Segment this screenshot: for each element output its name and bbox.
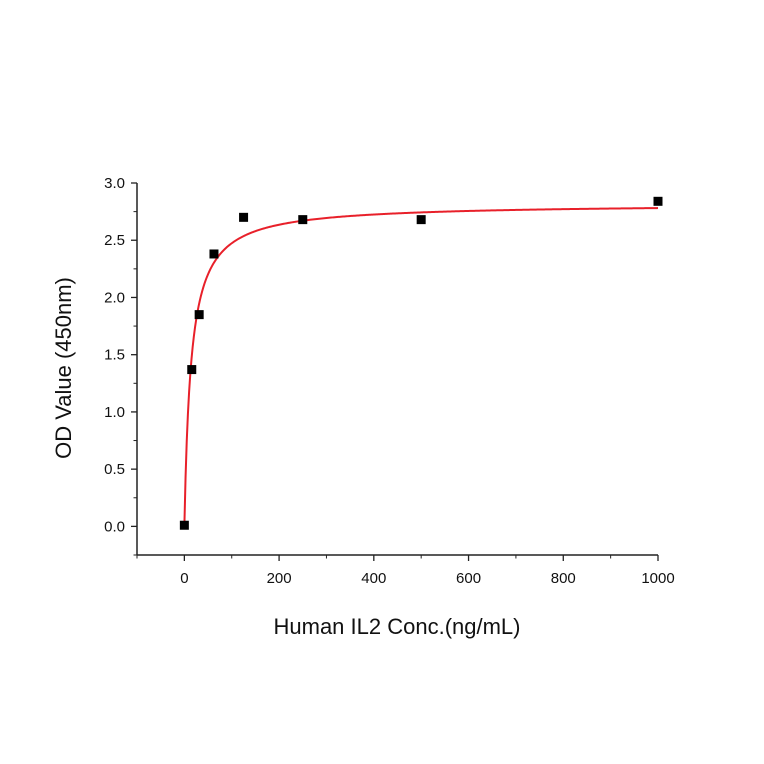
data-point — [239, 212, 249, 222]
x-tick-label: 1000 — [641, 570, 674, 587]
x-tick-label: 200 — [267, 570, 292, 587]
data-points-layer — [179, 196, 663, 530]
x-axis-ticks: 0 200 400 600 800 1000 — [136, 555, 675, 587]
data-point — [209, 249, 219, 259]
data-point — [187, 365, 197, 375]
data-point — [653, 196, 663, 206]
y-tick-label: 0.0 — [104, 518, 125, 535]
data-point — [298, 215, 308, 225]
x-tick-label: 0 — [180, 570, 188, 587]
x-axis-title: Human IL2 Conc.(ng/mL) — [274, 614, 521, 639]
data-point — [194, 310, 204, 320]
y-tick-label: 2.0 — [104, 289, 125, 306]
y-tick-label: 1.5 — [104, 347, 125, 364]
y-axis-ticks: 0.0 0.5 1.0 1.5 2.0 2.5 3.0 — [104, 175, 137, 556]
fit-curve — [183, 207, 659, 527]
axes — [136, 183, 658, 556]
x-tick-label: 400 — [361, 570, 386, 587]
data-point — [416, 215, 426, 225]
x-tick-label: 600 — [456, 570, 481, 587]
y-tick-label: 2.5 — [104, 232, 125, 249]
fit-curve-layer — [183, 207, 659, 527]
y-tick-label: 3.0 — [104, 175, 125, 192]
data-point — [179, 520, 189, 530]
y-tick-label: 0.5 — [104, 461, 125, 478]
y-tick-label: 1.0 — [104, 404, 125, 421]
x-tick-label: 800 — [551, 570, 576, 587]
y-axis-title: OD Value (450nm) — [51, 277, 76, 459]
